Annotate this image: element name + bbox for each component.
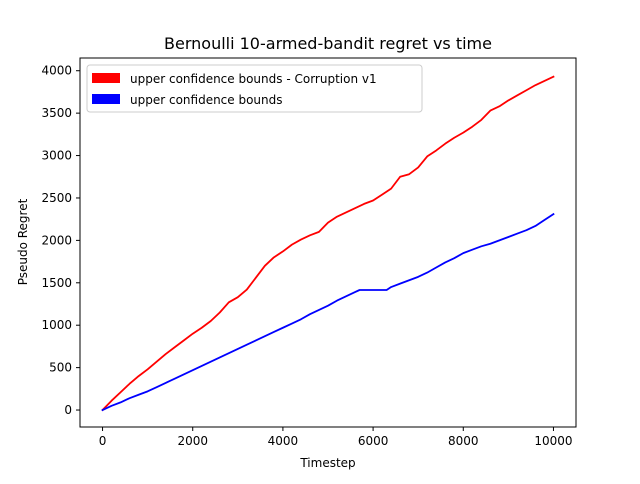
- series-line-1: [101, 75, 555, 412]
- x-tick-label: 10000: [534, 434, 572, 448]
- axes-frame: [79, 57, 577, 428]
- x-axis-label: Timestep: [299, 456, 355, 470]
- y-tick-label: 4000: [41, 64, 72, 78]
- y-tick-label: 500: [49, 361, 72, 375]
- x-tick-label: 4000: [268, 434, 299, 448]
- y-tick-label: 2000: [41, 233, 72, 247]
- y-tick-label: 2500: [41, 191, 72, 205]
- y-tick-label: 3000: [41, 149, 72, 163]
- axes: 0 2000 4000 6000 8000 10000 0 500 1000 1500 2000 25…: [41, 57, 577, 448]
- y-axis-label: Pseudo Regret: [16, 198, 30, 285]
- legend-label-1: upper confidence bounds - Corruption v1: [130, 72, 377, 86]
- series-line-2: [101, 212, 555, 412]
- legend: upper confidence bounds - Corruption v1 u…: [86, 64, 423, 113]
- y-tick-label: 3500: [41, 106, 72, 120]
- legend-label-2: upper confidence bounds: [130, 93, 283, 107]
- plot-area: [101, 75, 555, 412]
- y-tick-label: 0: [64, 403, 72, 417]
- x-tick-label: 8000: [448, 434, 479, 448]
- y-tick-label: 1500: [41, 276, 72, 290]
- x-tick-label: 6000: [358, 434, 389, 448]
- legend-swatch-1: [92, 73, 120, 83]
- x-tick-label: 2000: [177, 434, 208, 448]
- chart-title: Bernoulli 10-armed-bandit regret vs time: [164, 34, 492, 53]
- y-tick-label: 1000: [41, 318, 72, 332]
- legend-swatch-2: [92, 94, 120, 104]
- legend-box: [86, 64, 423, 113]
- x-tick-label: 0: [99, 434, 107, 448]
